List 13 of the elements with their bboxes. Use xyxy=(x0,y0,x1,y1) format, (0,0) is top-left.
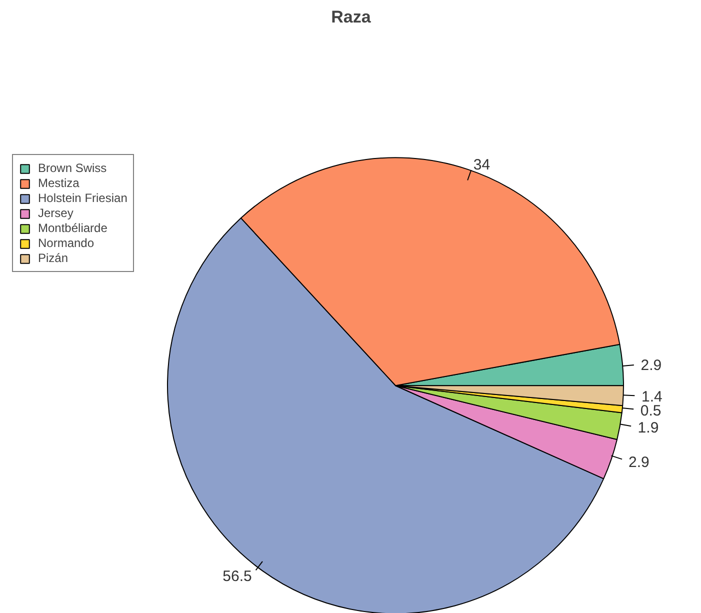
data-label: 56.5 xyxy=(222,568,252,586)
legend-label: Normando xyxy=(38,236,94,250)
data-label: 2.9 xyxy=(628,454,650,471)
data-label: 2.9 xyxy=(640,356,662,374)
legend-label: Pizán xyxy=(38,251,68,265)
data-label: 34 xyxy=(473,156,490,174)
data-label: 1.9 xyxy=(638,420,659,437)
legend-label: Montbéliarde xyxy=(38,221,108,235)
legend-label: Mestiza xyxy=(38,176,80,190)
legend-label: Holstein Friesian xyxy=(38,191,128,205)
chart-title: Raza xyxy=(331,8,372,26)
legend-label: Brown Swiss xyxy=(38,161,107,175)
legend-label: Jersey xyxy=(38,206,74,220)
